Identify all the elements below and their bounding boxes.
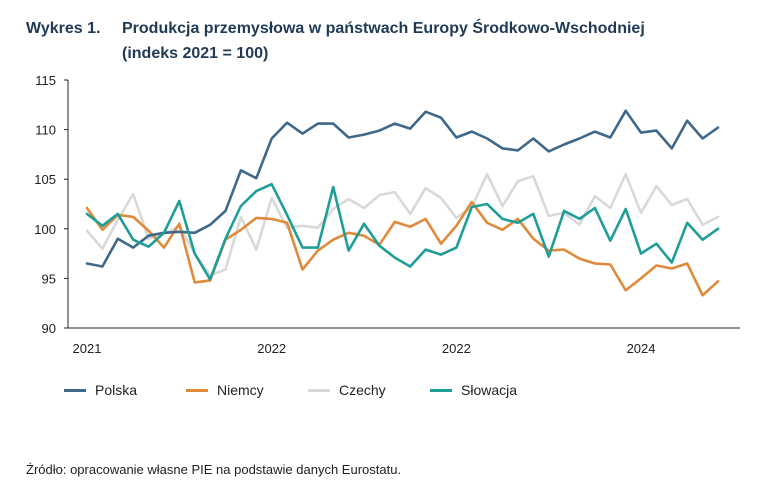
series-line-słowacja <box>85 182 720 281</box>
chart-title: Wykres 1. Produkcja przemysłowa w państwa… <box>26 16 645 66</box>
legend-label: Polska <box>95 382 138 398</box>
chart-title-line2: (indeks 2021 = 100) <box>122 45 269 62</box>
legend-label: Niemcy <box>217 382 264 398</box>
chart-number-label: Wykres 1. <box>26 20 101 37</box>
y-tick-label: 100 <box>34 222 56 237</box>
legend-swatch <box>308 388 330 392</box>
legend-item-slowacja: Słowacja <box>430 382 552 398</box>
y-tick-label: 90 <box>42 321 56 336</box>
series-line-polska <box>85 109 720 268</box>
source-note: Źródło: opracowanie własne PIE na podsta… <box>26 462 402 477</box>
line-chart: 90 95 100 105 110 115 2021 2022 2022 2024 <box>34 73 740 356</box>
legend-swatch <box>64 388 86 392</box>
legend-label: Słowacja <box>461 382 518 398</box>
legend-item-niemcy: Niemcy <box>186 382 308 398</box>
legend-swatch <box>186 388 208 392</box>
chart-legend: Polska Niemcy Czechy Słowacja <box>64 382 552 398</box>
y-tick-label: 115 <box>35 73 56 88</box>
x-tick-label: 2022 <box>442 341 471 356</box>
legend-item-polska: Polska <box>64 382 186 398</box>
chart-axes: 90 95 100 105 110 115 2021 2022 2022 2024 <box>34 73 740 356</box>
x-tick-label: 2021 <box>73 341 102 356</box>
x-tick-label: 2022 <box>257 341 286 356</box>
chart-series <box>85 109 720 297</box>
y-tick-label: 95 <box>42 271 56 286</box>
legend-swatch <box>430 388 452 392</box>
x-tick-label: 2024 <box>627 341 656 356</box>
legend-item-czechy: Czechy <box>308 382 430 398</box>
series-line-niemcy <box>85 200 720 297</box>
y-tick-label: 110 <box>35 123 56 138</box>
chart-title-line1: Produkcja przemysłowa w państwach Europy… <box>122 20 645 37</box>
y-tick-label: 105 <box>34 172 56 187</box>
legend-label: Czechy <box>339 382 386 398</box>
